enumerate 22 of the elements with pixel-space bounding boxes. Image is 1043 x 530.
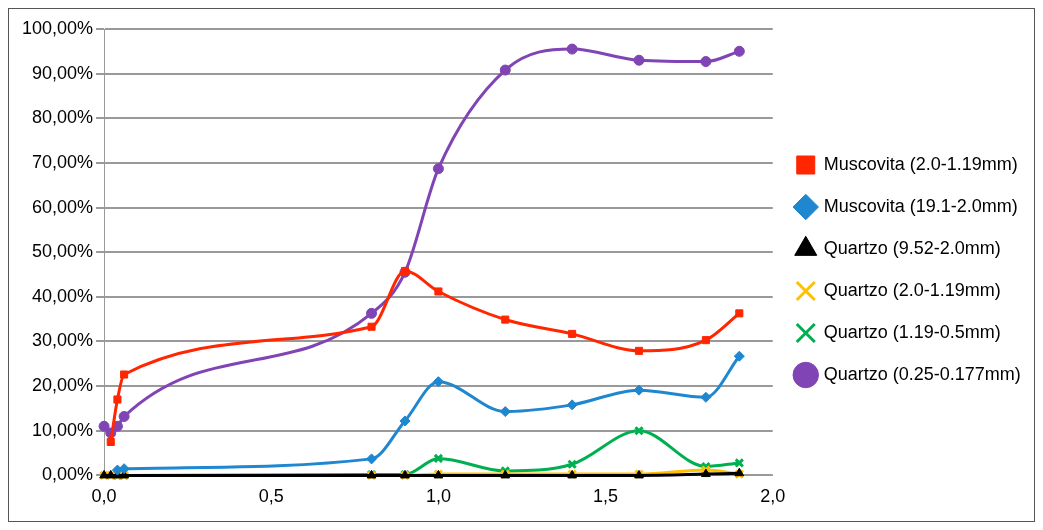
y-tick-label: 100,00% xyxy=(22,17,94,38)
y-tick-label: 30,00% xyxy=(32,330,94,351)
y-tick-label: 60,00% xyxy=(32,196,94,217)
y-tick-label: 10,00% xyxy=(32,419,94,440)
y-tick-label: 70,00% xyxy=(32,151,94,172)
y-tick-label: 40,00% xyxy=(32,285,94,306)
legend-label: Quartzo (2.0-1.19mm) xyxy=(823,279,1001,300)
x-tick-label: 2,0 xyxy=(760,486,786,507)
y-tick-label: 20,00% xyxy=(32,375,94,396)
legend-label: Quartzo (9.52-2.0mm) xyxy=(823,237,1001,258)
x-tick-label: 0,5 xyxy=(258,486,284,507)
x-tick-label: 1,5 xyxy=(593,486,619,507)
y-tick-label: 90,00% xyxy=(32,62,94,83)
x-tick-label: 0,0 xyxy=(91,486,117,507)
legend-label: Muscovita (2.0-1.19mm) xyxy=(823,153,1018,174)
y-tick-label: 80,00% xyxy=(32,107,94,128)
y-tick-label: 0,00% xyxy=(42,464,94,485)
legend-label: Quartzo (0.25-0.177mm) xyxy=(823,363,1021,384)
y-tick-label: 50,00% xyxy=(32,241,94,262)
legend-label: Quartzo (1.19-0.5mm) xyxy=(823,321,1001,342)
legend-label: Muscovita (19.1-2.0mm) xyxy=(823,195,1018,216)
x-tick-label: 1,0 xyxy=(425,486,451,507)
